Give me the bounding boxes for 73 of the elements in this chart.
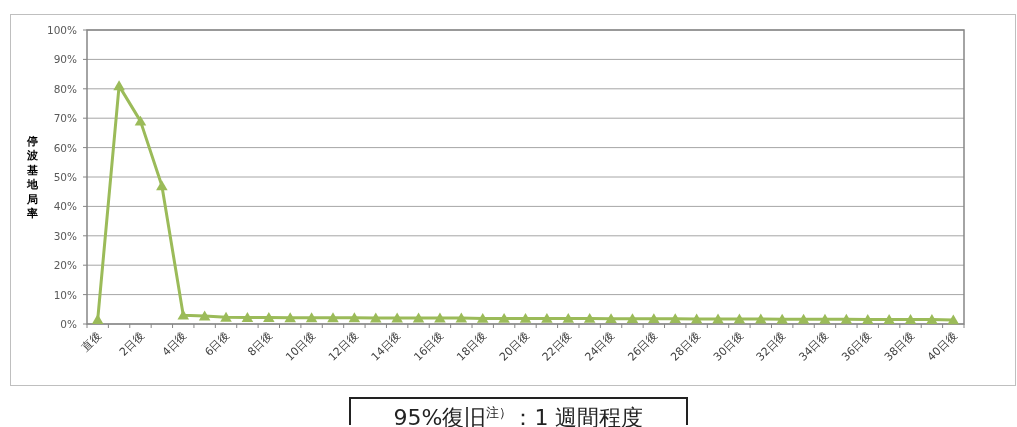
y-tick-label: 10% [53, 288, 78, 301]
point [220, 311, 232, 322]
x-tick-label: 16日後 [411, 328, 447, 364]
y-tick-label: 30% [53, 229, 78, 242]
point [797, 313, 810, 324]
x-tick-label: 40日後 [924, 328, 960, 364]
point [156, 180, 168, 191]
point [883, 314, 895, 324]
x-tick-label: 30日後 [710, 328, 746, 364]
point [733, 313, 746, 324]
point [198, 310, 211, 321]
x-tick-label: 34日後 [796, 328, 832, 364]
x-tick-label: 直後 [79, 328, 104, 354]
point [861, 314, 874, 324]
x-tick-label: 24日後 [582, 328, 618, 364]
point [712, 313, 724, 324]
x-tick-label: 20日後 [496, 328, 532, 364]
point [562, 312, 575, 323]
x-tick-label: 8日後 [245, 328, 275, 359]
point [776, 313, 788, 324]
point [519, 312, 532, 323]
y-tick-label: 70% [53, 112, 78, 125]
x-tick-label: 32日後 [753, 328, 789, 364]
point [434, 312, 446, 323]
point [669, 313, 682, 324]
point [605, 313, 617, 324]
point [412, 312, 425, 323]
point [541, 312, 553, 323]
point [241, 312, 254, 322]
point [626, 313, 639, 324]
point [113, 80, 125, 91]
point [690, 313, 703, 324]
point [263, 312, 275, 322]
point [755, 313, 767, 324]
point [926, 314, 938, 324]
point [648, 313, 660, 324]
x-tick-label: 12日後 [325, 328, 361, 364]
x-tick-label: 4日後 [159, 328, 190, 359]
x-tick-label: 18日後 [454, 328, 489, 364]
y-tick-label: 20% [53, 259, 78, 272]
x-tick-label: 28日後 [668, 328, 703, 364]
y-axis-title: 停波基地局率 [25, 134, 39, 221]
point [947, 314, 960, 325]
y-tick-label: 40% [53, 200, 78, 213]
point [455, 312, 468, 323]
point [284, 312, 296, 323]
point [498, 312, 510, 323]
point [391, 312, 403, 323]
point [348, 312, 361, 323]
point [327, 312, 339, 323]
x-tick-label: 2日後 [116, 328, 147, 359]
y-tick-label: 0% [60, 318, 78, 330]
point [305, 312, 318, 323]
y-tick-label: 80% [53, 82, 78, 95]
y-tick-label: 100% [46, 24, 78, 36]
x-tick-label: 26日後 [625, 328, 660, 364]
point [476, 312, 489, 323]
x-tick-label: 38日後 [882, 328, 917, 364]
point [840, 313, 853, 324]
point [369, 312, 382, 323]
y-tick-label: 90% [53, 53, 78, 66]
point [91, 314, 104, 324]
y-tick-label: 50% [53, 171, 78, 183]
point [134, 115, 147, 126]
point [583, 312, 596, 323]
x-tick-label: 14日後 [368, 328, 404, 364]
x-tick-label: 6日後 [202, 328, 233, 359]
point [904, 314, 917, 324]
x-tick-label: 10日後 [283, 328, 318, 364]
x-tick-label: 36日後 [839, 328, 874, 364]
y-tick-label: 60% [53, 141, 78, 154]
point [819, 313, 831, 324]
x-tick-label: 22日後 [539, 328, 575, 364]
